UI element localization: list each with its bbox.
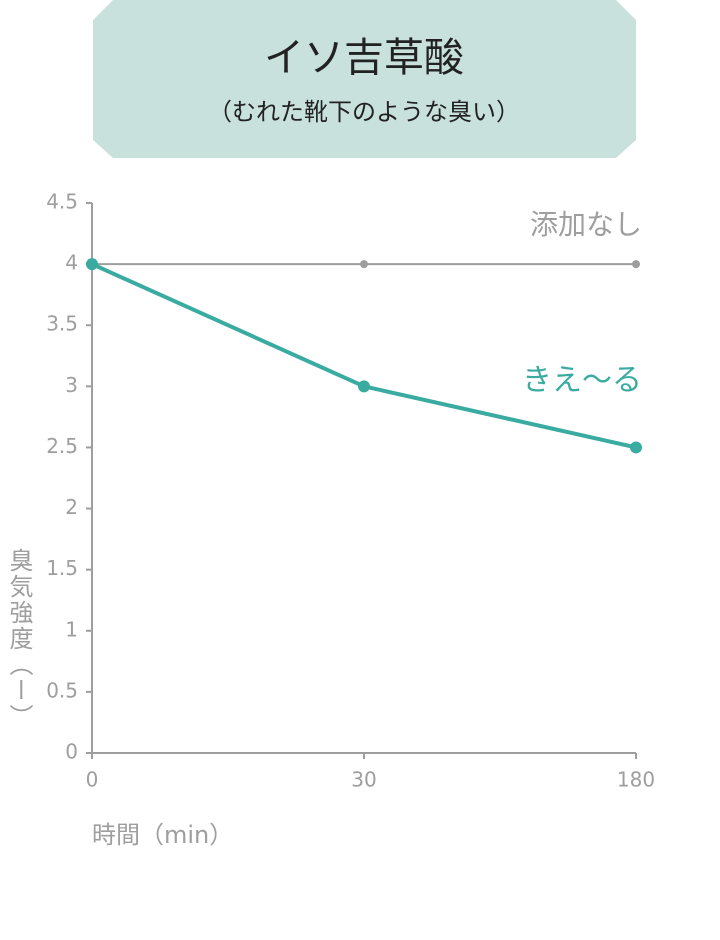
y-tick-label: 3.5	[46, 312, 78, 336]
y-tick-label: 2	[65, 495, 78, 519]
y-tick-label: 4.5	[46, 190, 78, 214]
chart-title: イソ吉草酸	[264, 35, 464, 81]
y-tick-label: 0	[65, 740, 78, 764]
y-tick-label: 4	[65, 251, 78, 275]
data-point	[360, 260, 368, 269]
series-line	[91, 262, 637, 450]
chart-subtitle: （むれた靴下のような臭い）	[208, 98, 520, 126]
title-banner	[93, 0, 636, 158]
y-tick-label: 1.5	[46, 556, 78, 580]
y-tick-label: 0.5	[46, 678, 78, 702]
data-point	[632, 260, 640, 269]
series-label: 添加なし	[530, 208, 642, 241]
x-tick-label: 0	[86, 768, 99, 792]
x-tick-label: 180	[617, 768, 655, 792]
series-label: きえ～る	[522, 363, 642, 398]
y-tick-label: 3	[65, 373, 78, 397]
y-tick-label: 2.5	[46, 434, 78, 458]
x-tick-label: 30	[351, 768, 376, 792]
y-axis-label: 臭気強度（ー）	[5, 548, 33, 730]
y-tick-label: 1	[65, 617, 78, 641]
x-axis-label: 時間（min）	[92, 821, 233, 849]
data-point	[86, 258, 98, 271]
data-point	[630, 441, 642, 454]
data-point	[358, 380, 370, 393]
